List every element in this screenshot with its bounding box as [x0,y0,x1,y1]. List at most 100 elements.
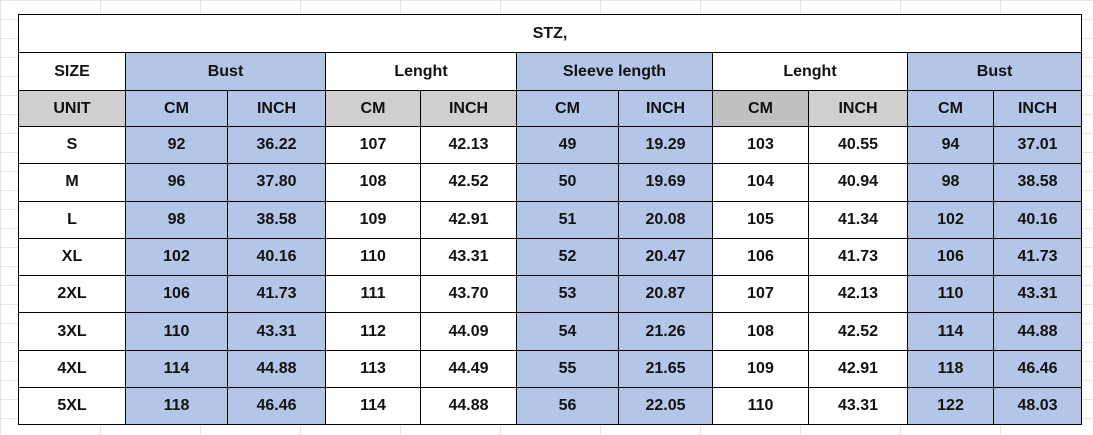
value-cell: 43.31 [992,275,1083,314]
value-cell: 54 [516,312,619,351]
value-cell: 98 [907,163,994,202]
size-cell: L [18,200,126,239]
value-cell: 37.80 [227,163,326,202]
value-cell: 114 [125,349,228,389]
value-cell: 109 [325,200,421,239]
value-cell: 42.91 [808,349,908,389]
group-header: Bust [125,52,326,91]
value-cell: 53 [516,275,619,314]
value-cell: 42.91 [420,200,517,239]
value-cell: 41.34 [808,200,908,239]
value-cell: 94 [907,125,994,165]
size-cell: XL [18,237,126,277]
header-row: SIZE Bust Lenght Sleeve length Lenght Bust [18,52,1083,91]
group-header: Sleeve length [516,52,713,91]
group-header: Bust [906,52,1083,91]
value-cell: 19.69 [618,163,713,202]
value-cell: 41.73 [227,275,326,314]
value-cell: 48.03 [992,387,1083,426]
size-cell: 2XL [18,275,126,314]
value-cell: 56 [516,387,619,426]
value-cell: 40.16 [992,200,1083,239]
value-cell: 20.08 [618,200,713,239]
value-cell: 42.52 [420,163,517,202]
unit-cell: INCH [420,90,517,127]
value-cell: 19.29 [618,125,713,165]
value-cell: 44.88 [992,312,1083,351]
unit-cell: INCH [808,90,908,127]
unit-cell: INCH [618,90,713,127]
value-cell: 110 [125,312,228,351]
group-header: Lenght [325,52,517,91]
value-cell: 113 [325,349,421,389]
value-cell: 38.58 [227,200,326,239]
size-cell: 5XL [18,387,126,426]
value-cell: 108 [325,163,421,202]
value-cell: 111 [325,275,421,314]
data-row: XL 102 40.16 110 43.31 52 20.47 106 41.73 106 41.7… [18,237,1083,277]
data-row: 4XL 114 44.88 113 44.49 55 21.65 109 42.91 118 46.… [18,349,1083,389]
data-row: 3XL 110 43.31 112 44.09 54 21.26 108 42.52 114 44.… [18,312,1083,351]
size-cell: M [18,163,126,202]
unit-cell: UNIT [18,90,126,127]
value-cell: 118 [125,387,228,426]
value-cell: 96 [125,163,228,202]
value-cell: 43.31 [420,237,517,277]
value-cell: 21.26 [618,312,713,351]
value-cell: 106 [125,275,228,314]
unit-cell: INCH [227,90,326,127]
value-cell: 46.46 [227,387,326,426]
data-row: S 92 36.22 107 42.13 49 19.29 103 40.55 94 37.01 [18,125,1083,165]
value-cell: 98 [125,200,228,239]
value-cell: 46.46 [992,349,1083,389]
value-cell: 42.52 [808,312,908,351]
value-cell: 21.65 [618,349,713,389]
data-row: 2XL 106 41.73 111 43.70 53 20.87 107 42.13 110 43.… [18,275,1083,314]
data-row: 5XL 118 46.46 114 44.88 56 22.05 110 43.31 122 48.… [18,387,1083,426]
value-cell: 104 [712,163,809,202]
value-cell: 43.31 [808,387,908,426]
value-cell: 52 [516,237,619,277]
unit-cell: INCH [992,90,1083,127]
value-cell: 102 [907,200,994,239]
size-cell: 4XL [18,349,126,389]
size-cell: 3XL [18,312,126,351]
unit-cell: CM [907,90,994,127]
value-cell: 43.31 [227,312,326,351]
value-cell: 114 [907,312,994,351]
value-cell: 106 [712,237,809,277]
value-cell: 92 [125,125,228,165]
value-cell: 49 [516,125,619,165]
title-row: STZ, [17,14,1083,53]
unit-cell: CM [516,90,619,127]
value-cell: 50 [516,163,619,202]
value-cell: 44.49 [420,349,517,389]
value-cell: 43.70 [420,275,517,314]
value-cell: 106 [907,237,994,277]
value-cell: 40.16 [227,237,326,277]
value-cell: 107 [712,275,809,314]
group-header: Lenght [712,52,908,91]
value-cell: 44.88 [227,349,326,389]
value-cell: 42.13 [808,275,908,314]
value-cell: 102 [125,237,228,277]
data-row: M 96 37.80 108 42.52 50 19.69 104 40.94 98 38.58 [18,163,1083,202]
value-cell: 22.05 [618,387,713,426]
value-cell: 51 [516,200,619,239]
value-cell: 20.47 [618,237,713,277]
value-cell: 122 [907,387,994,426]
value-cell: 55 [516,349,619,389]
data-row: L 98 38.58 109 42.91 51 20.08 105 41.34 102 40.16 [18,200,1083,239]
value-cell: 114 [325,387,421,426]
size-cell: S [18,125,126,165]
value-cell: 105 [712,200,809,239]
value-cell: 36.22 [227,125,326,165]
value-cell: 38.58 [992,163,1083,202]
unit-cell: CM [712,90,809,127]
value-cell: 42.13 [420,125,517,165]
unit-cell: CM [125,90,228,127]
value-cell: 112 [325,312,421,351]
value-cell: 41.73 [992,237,1083,277]
value-cell: 40.55 [808,125,908,165]
